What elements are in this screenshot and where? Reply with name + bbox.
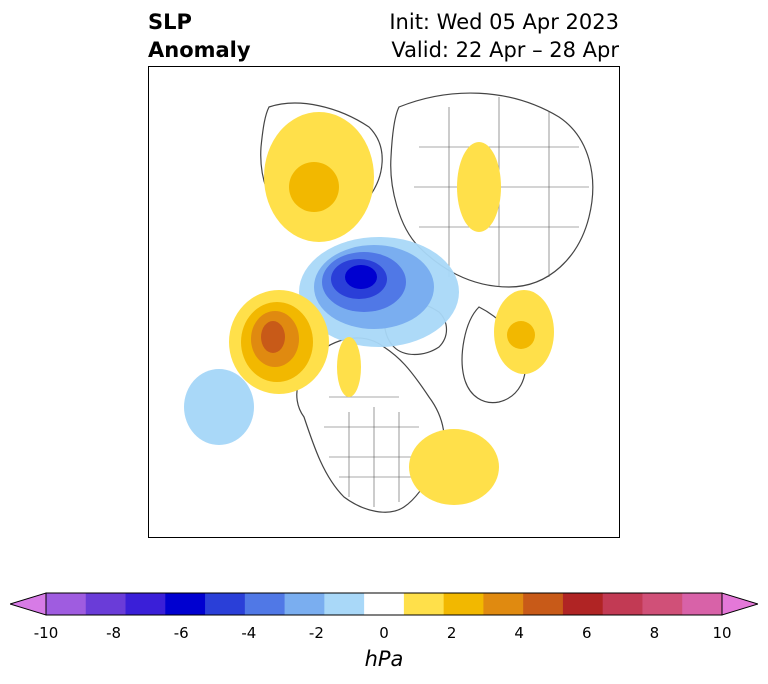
colorbar-segment — [562, 593, 604, 615]
positive-anomaly-atlantic-east-coast — [409, 429, 499, 505]
colorbar-segment — [244, 593, 286, 615]
positive-anomaly-gulf-of-alaska — [229, 290, 329, 394]
title-type: Anomaly — [148, 38, 251, 62]
positive-anomaly-scandinavia — [264, 112, 374, 242]
colorbar-tick-label: 8 — [649, 624, 660, 642]
title-left: SLP Anomaly — [148, 8, 251, 64]
colorbar-segment — [324, 593, 365, 615]
colorbar-segment — [85, 593, 127, 615]
colorbar-tick-label: 4 — [514, 624, 524, 642]
colorbar-extend-min — [10, 592, 47, 616]
title-right: Init: Wed 05 Apr 2023 Valid: 22 Apr – 28… — [389, 8, 619, 64]
colorbar-segment — [443, 593, 484, 615]
map-panel — [148, 66, 620, 538]
colorbar-tick-label: 0 — [379, 624, 389, 642]
colorbar — [10, 592, 758, 616]
colorbar-segment — [602, 593, 643, 615]
colorbar-segment — [364, 593, 405, 615]
colorbar-tick-label: -6 — [173, 624, 189, 642]
colorbar-segment — [46, 593, 87, 615]
colorbar-extend-max — [721, 592, 758, 616]
colorbar-tick-label: -2 — [308, 624, 324, 642]
colorbar-tick-label: -4 — [241, 624, 257, 642]
positive-anomaly-bering — [494, 290, 554, 374]
colorbar-frame — [45, 592, 723, 616]
valid-range: Valid: 22 Apr – 28 Apr — [391, 38, 619, 62]
colorbar-segment — [483, 593, 524, 615]
colorbar-segment — [403, 593, 445, 615]
colorbar-tick-label: -8 — [106, 624, 122, 642]
positive-anomaly-siberia — [457, 142, 501, 232]
colorbar-segment — [523, 593, 564, 615]
colorbar-segment — [284, 593, 325, 615]
colorbar-tick-label: 10 — [712, 624, 732, 642]
colorbar-unit: hPa — [364, 647, 404, 671]
negative-anomaly-arctic — [299, 237, 459, 347]
colorbar-segment — [642, 593, 683, 615]
colorbar-segment — [682, 593, 723, 615]
colorbar-segment — [165, 593, 206, 615]
init-date: Init: Wed 05 Apr 2023 — [389, 10, 619, 34]
colorbar-segment — [205, 593, 246, 615]
positive-anomaly-western-us — [337, 337, 361, 397]
title-variable: SLP — [148, 10, 192, 34]
colorbar-tick-label: 6 — [582, 624, 592, 642]
anomaly-map — [184, 92, 594, 513]
colorbar-tick-label: -10 — [33, 624, 59, 642]
colorbar-tick-label: 2 — [446, 624, 457, 642]
colorbar-segments — [10, 592, 758, 616]
negative-anomaly-pacific — [184, 369, 254, 445]
colorbar-segment — [125, 593, 166, 615]
